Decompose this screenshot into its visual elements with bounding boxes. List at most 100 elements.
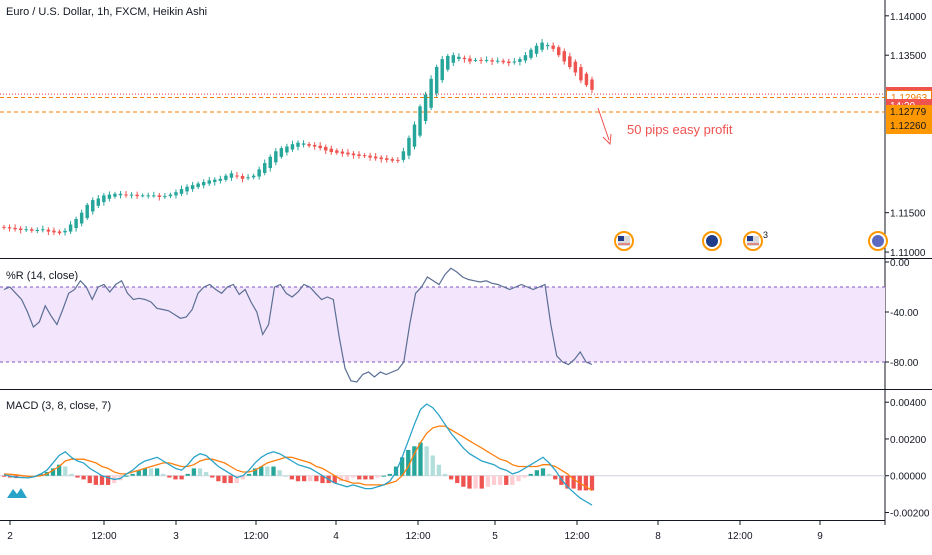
candle-body	[268, 156, 272, 169]
candle	[30, 227, 34, 233]
candle	[229, 170, 234, 181]
candle-body	[102, 195, 106, 203]
macd-indicator-label[interactable]: MACD (3, 8, close, 7)	[6, 400, 112, 412]
macd-histogram-bar	[553, 475, 558, 480]
candle-body	[235, 175, 239, 177]
candle-body	[429, 78, 433, 108]
candle	[2, 224, 6, 230]
macd-histogram-bar	[540, 468, 546, 476]
macd-tick-label: 0.00000	[890, 472, 927, 483]
time-tick-label: 12:00	[243, 531, 268, 542]
macd-histogram-bar	[99, 475, 105, 485]
candle	[218, 175, 223, 184]
candle	[13, 224, 17, 232]
symbol-title[interactable]: Euro / U.S. Dollar, 1h, FXCM, Heikin Ash…	[6, 6, 208, 18]
candle-body	[118, 193, 123, 196]
candle-body	[140, 195, 145, 197]
candle	[357, 151, 361, 159]
candle-body	[146, 195, 150, 197]
candle	[79, 209, 84, 227]
candle-body	[551, 45, 555, 49]
candle-body	[152, 195, 156, 197]
candle	[268, 154, 272, 172]
candle-body	[257, 169, 261, 177]
tradingview-logo[interactable]	[4, 482, 30, 504]
candle	[35, 227, 40, 234]
candle	[262, 159, 267, 176]
candle-body	[540, 42, 544, 50]
macd-histogram-bar	[161, 473, 166, 476]
annotation-text[interactable]: 50 pips easy profit	[627, 122, 733, 137]
price-tick-label: 1.13500	[890, 51, 927, 62]
candle-body	[135, 194, 139, 197]
macd-histogram-bar	[93, 475, 99, 485]
candle-body	[251, 175, 256, 178]
macd-histogram-bar	[81, 475, 86, 480]
price-badge[interactable]: 1.12260	[886, 118, 932, 134]
candle	[556, 45, 561, 58]
wr-indicator-label[interactable]: %R (14, close)	[6, 270, 79, 282]
us-event-icon[interactable]	[743, 231, 763, 251]
candle-body	[35, 230, 40, 232]
price-badge[interactable]: 1.12779	[886, 104, 932, 120]
candle-body	[562, 51, 566, 62]
candle-body	[568, 56, 572, 67]
candle	[157, 193, 162, 201]
candle	[196, 181, 200, 190]
candle-body	[418, 106, 422, 136]
event-icons[interactable]: 3	[614, 230, 888, 251]
candle	[318, 142, 322, 151]
time-tick-label: 2	[7, 531, 13, 542]
candle	[301, 140, 306, 148]
candle	[495, 57, 500, 64]
candle	[201, 179, 206, 189]
candle	[85, 202, 89, 221]
candle	[57, 229, 62, 236]
wr-fill	[0, 287, 885, 362]
candle	[118, 191, 123, 199]
candle-body	[523, 55, 528, 61]
macd-histogram-bar	[50, 468, 56, 476]
candle-body	[396, 159, 400, 161]
macd-histogram-bar	[203, 472, 209, 476]
macd-histogram-bar	[387, 473, 393, 476]
us-event-icon[interactable]	[614, 231, 634, 251]
candle-body	[495, 60, 500, 62]
candle	[440, 55, 444, 83]
candle	[507, 58, 511, 67]
candle-body	[340, 151, 345, 154]
candle	[540, 39, 544, 53]
candle	[74, 216, 78, 232]
candle	[24, 226, 28, 233]
macd-histogram-bar	[179, 475, 184, 480]
candle	[107, 191, 112, 202]
candle-body	[501, 60, 505, 63]
macd-histogram-bar	[265, 466, 270, 476]
candle	[545, 42, 550, 50]
candle	[501, 58, 505, 65]
candle-body	[590, 79, 594, 90]
macd-histogram-bar	[546, 473, 552, 476]
candle	[468, 55, 472, 65]
candle-body	[440, 59, 444, 81]
macd-histogram-bar	[20, 475, 25, 478]
candle	[324, 144, 328, 155]
candle	[140, 193, 145, 198]
candle-body	[318, 145, 322, 149]
eu-event-icon[interactable]	[702, 231, 722, 251]
candle	[512, 57, 517, 65]
macd-histogram-bar	[105, 475, 111, 485]
event-icon[interactable]	[868, 231, 888, 251]
candles[interactable]	[2, 39, 594, 236]
macd-histogram-bar	[583, 475, 589, 491]
candle-body	[207, 180, 211, 184]
macd-histogram-bar	[1, 475, 7, 477]
macd-histogram-bar	[461, 475, 466, 487]
macd-histogram-bar	[522, 475, 527, 478]
candle	[224, 173, 228, 182]
candle-body	[57, 231, 62, 234]
candle	[418, 104, 422, 138]
candle-body	[373, 156, 378, 159]
